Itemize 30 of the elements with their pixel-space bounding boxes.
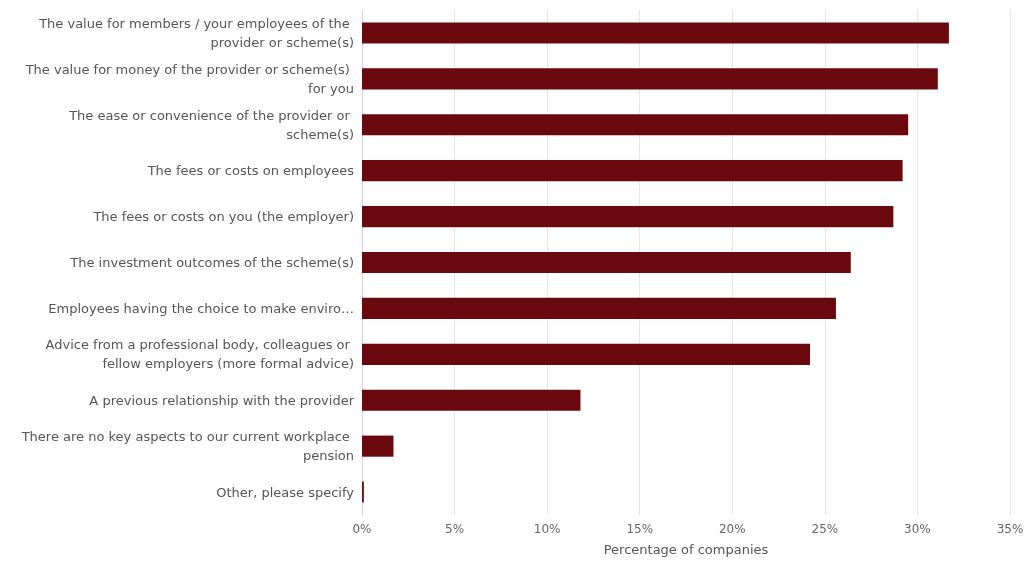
x-tick-label: 30%: [904, 522, 931, 536]
x-tick-label: 25%: [811, 522, 839, 536]
y-tick-label: The value for members / your employees of the provider or scheme(s): [38, 15, 354, 50]
x-axis-title: Percentage of companies: [603, 542, 769, 557]
x-tick-label: 5%: [445, 522, 465, 536]
y-tick-label: The ease or convenience of the provider or scheme(s): [68, 107, 354, 142]
bar: [362, 68, 938, 90]
x-tick-label: 10%: [533, 522, 561, 536]
x-tick-label: 20%: [718, 522, 746, 536]
y-tick-label: The fees or costs on you (the employer): [92, 209, 354, 225]
x-tick-label: 35%: [996, 522, 1024, 536]
x-tick-label: 15%: [626, 522, 654, 536]
y-tick-label: A previous relationship with the provider: [89, 392, 355, 408]
y-tick-label: Advice from a professional body, colleagues or fellow employers (more formal advice): [45, 337, 354, 372]
bar: [362, 389, 581, 411]
y-tick-label: Other, please specify: [216, 484, 355, 500]
x-tick-label: 0%: [352, 522, 372, 536]
bar: [362, 343, 811, 365]
y-tick-label: The fees or costs on employees: [146, 163, 355, 179]
y-tick-label: Employees having the choice to make enviro…: [48, 300, 354, 316]
bar: [362, 22, 949, 44]
y-tick-label: There are no key aspects to our current workplace pension: [20, 429, 354, 464]
y-tick-label: The value for money of the provider or scheme(s) for you: [24, 61, 354, 96]
bar: [362, 297, 836, 319]
bar: [362, 206, 894, 228]
bar: [362, 251, 851, 274]
bar: [362, 435, 394, 457]
y-tick-label: The investment outcomes of the scheme(s): [69, 255, 354, 270]
bar: [362, 160, 903, 182]
bar: [362, 114, 909, 136]
